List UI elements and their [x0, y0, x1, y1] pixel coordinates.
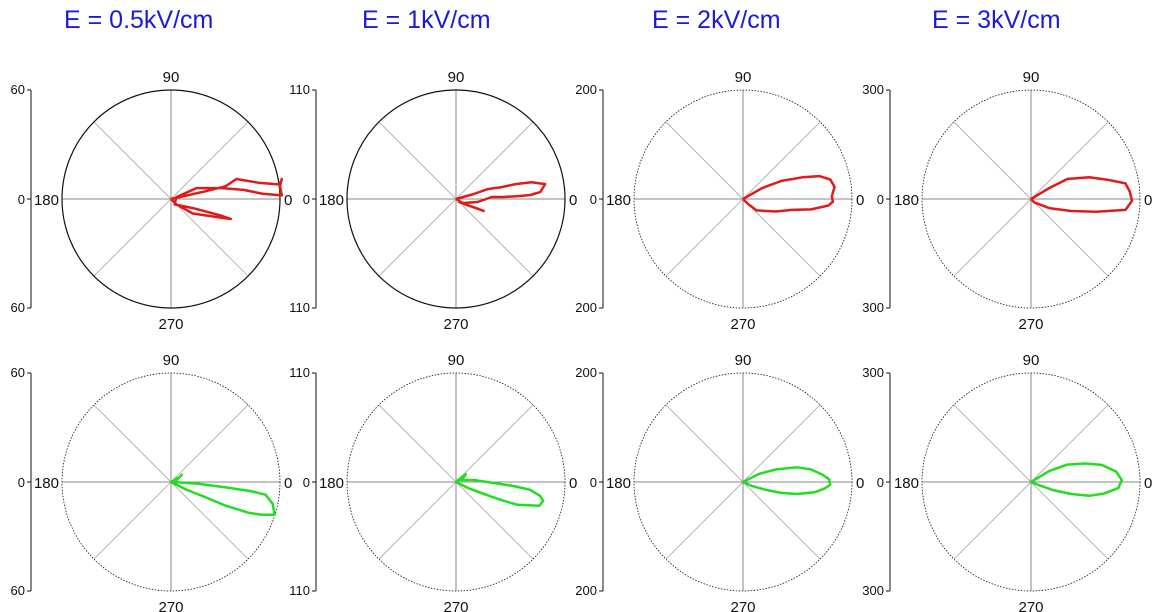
angle-label-0: 0: [284, 192, 292, 209]
data-series-line: [455, 472, 545, 508]
scale-tick-label: 110: [289, 82, 310, 97]
angle-label-90: 90: [163, 352, 180, 369]
scale-tick-label: 200: [575, 365, 597, 380]
scale-tick-label: 60: [11, 82, 25, 97]
angle-label-180: 180: [606, 475, 631, 492]
scale-tick-label: 0: [590, 475, 597, 490]
scale-tick-label: 300: [862, 300, 884, 315]
scale-tick-label: 0: [877, 475, 884, 490]
angle-label-180: 180: [894, 192, 919, 209]
data-series-line: [742, 174, 836, 213]
scale-tick-label: 0: [303, 192, 310, 207]
angle-label-0: 0: [856, 475, 864, 492]
angle-label-0: 0: [284, 475, 292, 492]
angle-label-270: 270: [730, 316, 755, 333]
angle-label-270: 270: [1018, 599, 1043, 612]
scale-tick-label: 300: [862, 583, 884, 598]
scale-tick-label: 110: [289, 365, 310, 380]
angle-label-0: 0: [856, 192, 864, 209]
polar-plot-bottom-0: 60 0 60 90 180 0 270: [11, 352, 293, 612]
angle-label-90: 90: [1023, 69, 1040, 86]
polar-plot-bottom-2: 200 0 200 90 180 0 270: [575, 352, 864, 612]
polar-plot-top-2: 200 0 200 90 180 0 270: [575, 69, 864, 333]
polar-outline: [346, 89, 566, 309]
column-title-2: E = 2kV/cm: [652, 6, 781, 34]
scale-tick-label: 60: [11, 583, 25, 598]
polar-outline: [61, 372, 281, 592]
scale-tick-label: 110: [289, 300, 310, 315]
angle-label-270: 270: [1018, 316, 1043, 333]
scale-tick-label: 200: [575, 300, 597, 315]
scale-tick-label: 0: [303, 475, 310, 490]
data-series-line: [170, 177, 284, 221]
data-series-line: [742, 466, 832, 496]
data-series-line: [455, 180, 547, 213]
column-title-0: E = 0.5kV/cm: [64, 6, 214, 34]
angle-label-90: 90: [735, 69, 752, 86]
scale-tick-label: 110: [289, 583, 310, 598]
angle-label-270: 270: [443, 599, 468, 612]
angle-label-0: 0: [1144, 192, 1152, 209]
scale-tick-label: 60: [11, 365, 25, 380]
angle-label-90: 90: [1023, 352, 1040, 369]
polar-outline: [633, 372, 853, 592]
polar-plot-bottom-1: 110 0 110 90 180 0 270: [289, 352, 577, 612]
angle-label-90: 90: [448, 69, 465, 86]
scale-tick-label: 0: [877, 192, 884, 207]
scale-tick-label: 0: [18, 192, 25, 207]
polar-outline: [346, 372, 566, 592]
angle-label-270: 270: [443, 316, 468, 333]
scale-tick-label: 300: [862, 82, 884, 97]
polar-plot-top-0: 60 0 60 90 180 0 270: [11, 69, 293, 333]
angle-label-270: 270: [158, 599, 183, 612]
angle-label-270: 270: [158, 316, 183, 333]
angle-label-90: 90: [735, 352, 752, 369]
polar-plot-top-3: 300 0 300 90 180 0 270: [862, 69, 1152, 333]
angle-label-180: 180: [34, 475, 59, 492]
angle-label-90: 90: [448, 352, 465, 369]
data-series-line: [1030, 175, 1134, 213]
polar-outline: [921, 372, 1141, 592]
angle-label-180: 180: [894, 475, 919, 492]
scale-tick-label: 200: [575, 82, 597, 97]
polar-outline: [61, 89, 281, 309]
angle-label-0: 0: [569, 192, 577, 209]
data-series-line: [1030, 462, 1124, 498]
angle-label-180: 180: [319, 192, 344, 209]
column-title-3: E = 3kV/cm: [932, 6, 1061, 34]
polar-outline: [633, 89, 853, 309]
angle-label-90: 90: [163, 69, 180, 86]
angle-label-180: 180: [319, 475, 344, 492]
scale-tick-label: 0: [590, 192, 597, 207]
polar-plot-top-1: 110 0 110 90 180 0 270: [289, 69, 577, 333]
angle-label-270: 270: [730, 599, 755, 612]
column-title-1: E = 1kV/cm: [362, 6, 491, 34]
scale-tick-label: 0: [18, 475, 25, 490]
angle-label-180: 180: [34, 192, 59, 209]
angle-label-0: 0: [1144, 475, 1152, 492]
angle-label-180: 180: [606, 192, 631, 209]
polar-outline: [921, 89, 1141, 309]
scale-tick-label: 60: [11, 300, 25, 315]
polar-plot-bottom-3: 300 0 300 90 180 0 270: [862, 352, 1152, 612]
data-series-line: [170, 473, 276, 516]
scale-tick-label: 300: [862, 365, 884, 380]
scale-tick-label: 200: [575, 583, 597, 598]
angle-label-0: 0: [569, 475, 577, 492]
